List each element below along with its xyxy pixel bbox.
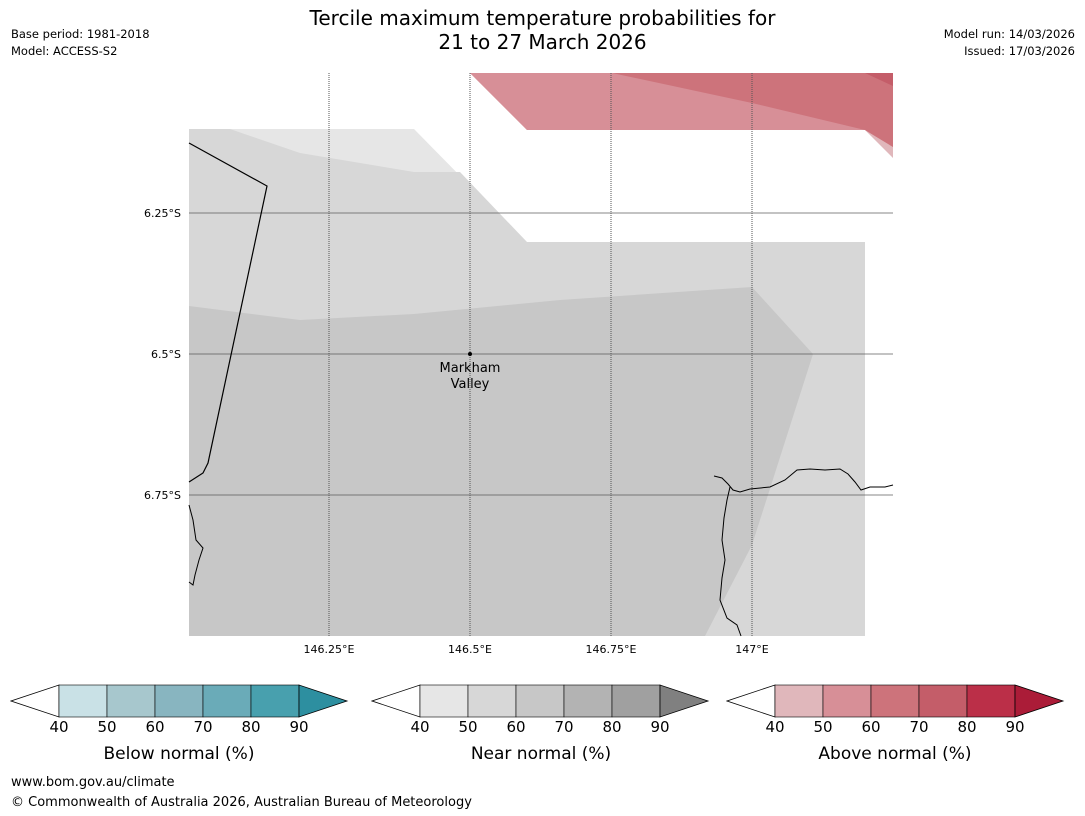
colorbar-segment — [106, 684, 156, 718]
model-text: Model: ACCESS-S2 — [11, 44, 118, 58]
base-period-text: Base period: 1981-2018 — [11, 27, 150, 41]
tick: 80 — [241, 718, 261, 736]
coastline-river — [719, 486, 742, 637]
meta-left: Base period: 1981-2018 Model: ACCESS-S2 — [11, 26, 150, 60]
colorbar-extend-high — [298, 684, 349, 718]
footer-url[interactable]: www.bom.gov.au/climate — [11, 775, 175, 790]
place-label-line2: Valley — [451, 377, 490, 392]
footer-copyright: © Commonwealth of Australia 2026, Austra… — [11, 795, 472, 810]
coastline-east — [713, 468, 894, 493]
lon-label-4: 147°E — [735, 643, 768, 656]
place-marker — [468, 352, 472, 356]
colorbar-segment — [774, 684, 824, 718]
colorbar-segment — [250, 684, 300, 718]
colorbar-segment — [202, 684, 252, 718]
tick: 60 — [506, 718, 526, 736]
meta-right: Model run: 14/03/2026 Issued: 17/03/2026 — [944, 26, 1075, 60]
colorbar-extend-low — [726, 684, 776, 718]
lat-label-3: 6.75°S — [144, 489, 181, 502]
colorbar-extend-high — [1014, 684, 1065, 718]
colorbar-above-normal — [726, 684, 1065, 718]
lat-label-2: 6.5°S — [151, 348, 181, 361]
colorbar-segment — [870, 684, 920, 718]
lon-label-1: 146.25°E — [304, 643, 355, 656]
legend-label-above: Above normal (%) — [818, 744, 972, 764]
tick: 50 — [458, 718, 478, 736]
coastline-west — [188, 504, 204, 586]
title-line-1: Tercile maximum temperature probabilitie… — [309, 6, 776, 30]
lat-label-1: 6.25°S — [144, 207, 181, 220]
model-run-text: Model run: 14/03/2026 — [943, 27, 1075, 41]
near-normal-region-60 — [189, 287, 813, 636]
tick: 90 — [650, 718, 670, 736]
tick: 60 — [861, 718, 881, 736]
lon-label-3: 146.75°E — [586, 643, 637, 656]
colorbar-segment — [58, 684, 108, 718]
place-label-line1: Markham — [440, 361, 501, 376]
above-normal-region-70 — [865, 73, 893, 86]
colorbar-segment — [611, 684, 661, 718]
tick: 50 — [97, 718, 117, 736]
above-normal-region-60 — [612, 73, 893, 147]
colorbar-segment — [515, 684, 565, 718]
colorbar-segment — [467, 684, 517, 718]
tick: 50 — [813, 718, 833, 736]
colorbar-below-normal — [10, 684, 349, 718]
colorbar-near-normal — [371, 684, 710, 718]
tick: 90 — [1005, 718, 1025, 736]
tick: 80 — [602, 718, 622, 736]
tick: 90 — [289, 718, 309, 736]
tick: 70 — [909, 718, 929, 736]
tick: 40 — [49, 718, 69, 736]
colorbar-extend-low — [10, 684, 60, 718]
tick: 60 — [145, 718, 165, 736]
title-line-2: 21 to 27 March 2026 — [438, 30, 647, 54]
legend-label-below: Below normal (%) — [103, 744, 255, 764]
issued-text: Issued: 17/03/2026 — [964, 44, 1075, 58]
colorbar-segment — [154, 684, 204, 718]
map-title: Tercile maximum temperature probabilitie… — [0, 6, 1085, 54]
lon-label-2: 146.5°E — [448, 643, 492, 656]
colorbar-segment — [918, 684, 968, 718]
colorbar-segment — [419, 684, 469, 718]
tick: 80 — [957, 718, 977, 736]
gridlines — [189, 73, 893, 636]
colorbar-extend-high — [659, 684, 710, 718]
tick: 40 — [765, 718, 785, 736]
colorbar-segment — [563, 684, 613, 718]
tick: 70 — [193, 718, 213, 736]
colorbar-segment — [966, 684, 1016, 718]
tick: 70 — [554, 718, 574, 736]
tick: 40 — [410, 718, 430, 736]
colorbar-extend-low — [371, 684, 421, 718]
border-line — [188, 142, 268, 483]
map-canvas: Markham Valley 6.25°S 6.5°S 6.75°S 146.2… — [144, 73, 894, 656]
colorbar-segment — [822, 684, 872, 718]
legend-label-near: Near normal (%) — [470, 744, 612, 764]
